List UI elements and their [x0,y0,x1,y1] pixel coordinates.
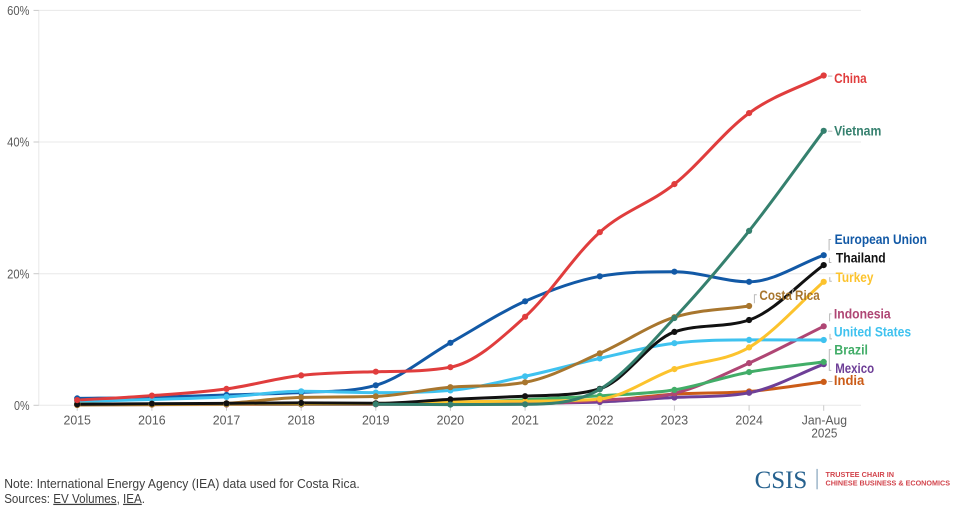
svg-text:Note: International Energy Age: Note: International Energy Agency (IEA) … [4,477,360,491]
svg-text:United States: United States [834,324,911,340]
svg-text:CSIS: CSIS [755,467,808,494]
svg-text:Vietnam: Vietnam [834,122,881,138]
svg-text:China: China [834,70,867,86]
svg-text:20%: 20% [7,266,30,281]
svg-text:Brazil: Brazil [834,342,868,358]
svg-text:2016: 2016 [138,413,166,428]
svg-text:2021: 2021 [511,413,539,428]
svg-text:2017: 2017 [213,413,241,428]
svg-text:2015: 2015 [63,413,91,428]
svg-text:TRUSTEE CHAIR IN: TRUSTEE CHAIR IN [826,470,895,479]
svg-text:CHINESE BUSINESS & ECONOMICS: CHINESE BUSINESS & ECONOMICS [826,478,951,487]
svg-text:European Union: European Union [835,231,927,247]
svg-text:2022: 2022 [586,413,614,428]
svg-text:2023: 2023 [661,413,689,428]
svg-text:Jan-Aug: Jan-Aug [802,413,847,428]
svg-text:2024: 2024 [735,413,763,428]
svg-text:Indonesia: Indonesia [834,306,891,322]
svg-text:2019: 2019 [362,413,390,428]
svg-text:2020: 2020 [437,413,465,428]
svg-text:Turkey: Turkey [836,269,874,285]
svg-text:0%: 0% [14,398,30,413]
svg-text:Sources: EV Volumes, IEA.: Sources: EV Volumes, IEA. [4,492,145,506]
svg-text:India: India [834,372,865,388]
svg-text:Costa Rica: Costa Rica [759,287,819,303]
svg-text:Mexico: Mexico [835,360,874,376]
svg-text:Thailand: Thailand [836,250,886,266]
svg-text:40%: 40% [7,135,30,150]
svg-text:2025: 2025 [811,426,837,441]
svg-text:2018: 2018 [287,413,315,428]
svg-text:60%: 60% [7,3,30,18]
